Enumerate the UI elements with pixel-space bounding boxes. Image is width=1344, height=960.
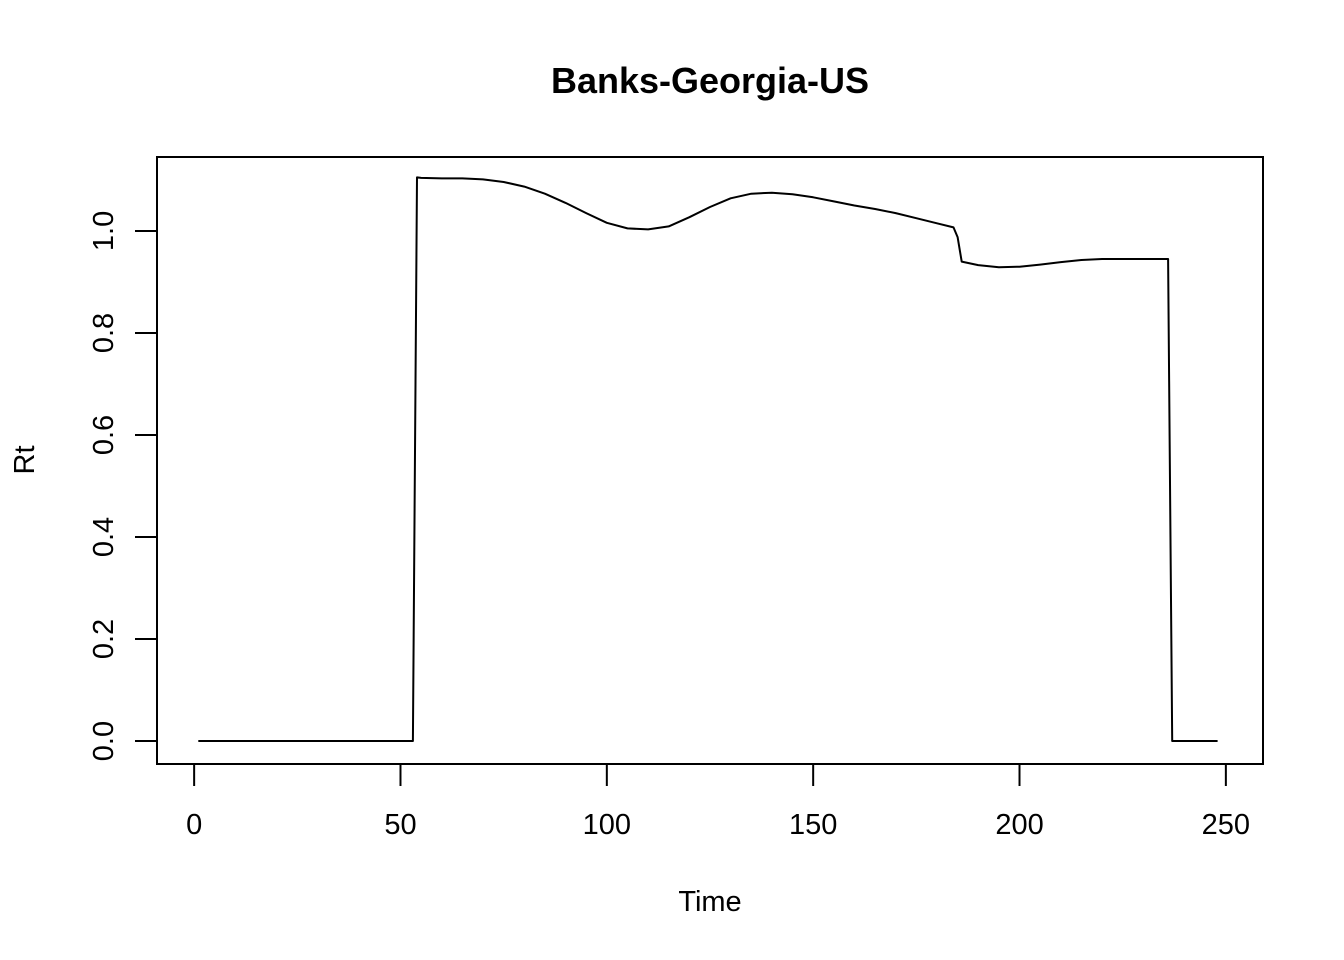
series-line	[198, 176, 1218, 742]
x-tick-label: 0	[186, 809, 202, 841]
y-tick-label: 0.2	[88, 619, 120, 659]
y-tick-label: 0.8	[88, 313, 120, 353]
y-axis-label: Rt	[9, 446, 41, 475]
x-tick-label: 150	[789, 809, 837, 841]
y-tick-label: 0.0	[88, 721, 120, 761]
x-axis: 0 50 100 150 200 250	[186, 763, 1250, 841]
chart-title: Banks-Georgia-US	[551, 60, 869, 101]
plot-frame	[156, 156, 1264, 765]
x-tick-label: 50	[384, 809, 416, 841]
y-axis: 0.0 0.2 0.4 0.6 0.8 1.0	[88, 211, 158, 761]
y-tick-label: 0.4	[88, 517, 120, 557]
x-tick-label: 100	[583, 809, 631, 841]
series-layer	[198, 176, 1218, 742]
x-axis-label: Time	[678, 886, 741, 918]
x-tick-label: 200	[995, 809, 1043, 841]
y-tick-label: 1.0	[88, 211, 120, 251]
y-tick-label: 0.6	[88, 415, 120, 455]
x-tick-label: 250	[1202, 809, 1250, 841]
